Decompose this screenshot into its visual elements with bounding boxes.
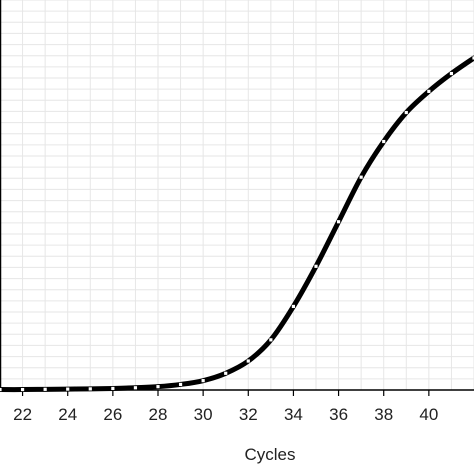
data-point (88, 387, 92, 391)
data-point (291, 304, 296, 309)
series-group (0, 55, 474, 393)
x-tick-label: 36 (329, 405, 348, 424)
data-point (359, 175, 363, 179)
x-axis-title: Cycles (244, 445, 295, 464)
x-tick-label: 28 (149, 405, 168, 424)
data-point (404, 110, 408, 115)
x-tick-labels: 22 24 26 28 30 32 34 36 38 40 (13, 405, 438, 424)
data-point (246, 359, 250, 363)
data-point (111, 386, 115, 391)
data-point (314, 264, 318, 268)
x-tick-label: 30 (194, 405, 213, 424)
data-point (156, 385, 160, 389)
data-point (449, 71, 454, 76)
data-point (269, 338, 273, 342)
plot-area (0, 0, 474, 390)
data-point (0, 387, 2, 392)
data-point (201, 379, 205, 383)
data-point (20, 387, 25, 392)
x-tick-label: 34 (284, 405, 303, 424)
data-point (224, 371, 228, 375)
data-point (472, 56, 474, 60)
data-point (382, 139, 386, 144)
grid (0, 0, 474, 391)
data-point (427, 89, 431, 93)
data-point (178, 382, 183, 387)
x-tick-label: 22 (13, 405, 32, 424)
data-point (66, 387, 70, 391)
x-tick-label: 26 (103, 405, 122, 424)
x-tick-label: 40 (419, 405, 438, 424)
amplification-curve (0, 55, 474, 393)
data-point (43, 387, 47, 391)
data-point (133, 386, 138, 390)
data-point (336, 220, 341, 224)
x-tick-label: 32 (239, 405, 258, 424)
x-tick-label: 38 (374, 405, 393, 424)
x-tick-label: 24 (58, 405, 77, 424)
